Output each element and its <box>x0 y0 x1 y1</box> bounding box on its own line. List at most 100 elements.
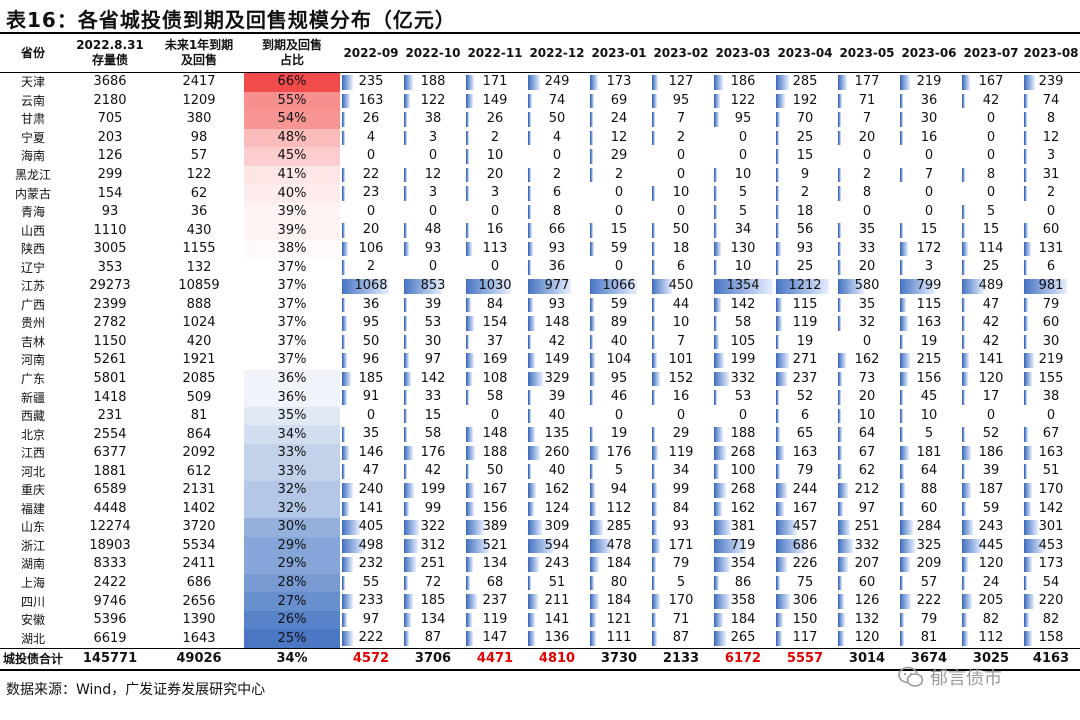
month-value: 93 <box>672 519 690 535</box>
month-value: 135 <box>544 426 570 442</box>
month-cell: 35 <box>340 425 402 444</box>
stock-cell: 9746 <box>93 593 127 609</box>
data-bar <box>1024 483 1033 498</box>
data-bar <box>776 112 780 127</box>
month-value: 0 <box>738 129 748 145</box>
month-value: 1030 <box>478 278 512 294</box>
month-value: 16 <box>920 129 938 145</box>
databar-cell: 0 <box>464 258 526 277</box>
due-cell: 1390 <box>182 612 216 628</box>
databar-cell: 93 <box>774 240 836 259</box>
month-value: 10 <box>486 148 504 164</box>
due-cell: 132 <box>186 259 212 275</box>
month-cell: 8 <box>526 203 588 222</box>
databar-cell: 149 <box>464 92 526 111</box>
databar-cell: 25 <box>960 258 1022 277</box>
due-cell: 864 <box>186 426 212 442</box>
month-cell: 981 <box>1022 277 1080 296</box>
data-bar <box>1024 75 1036 90</box>
data-bar <box>714 445 727 461</box>
data-bar <box>776 260 779 276</box>
month-value: 244 <box>792 482 818 498</box>
databar-cell: 34 <box>712 221 774 240</box>
month-value: 3 <box>1046 148 1056 164</box>
databar-cell: 7 <box>836 110 898 129</box>
month-cell: 111 <box>588 629 650 648</box>
month-value: 33 <box>424 389 442 405</box>
data-bar <box>466 279 512 294</box>
month-value: 8 <box>1046 111 1056 127</box>
month-cell: 119 <box>464 611 526 630</box>
month-value: 86 <box>734 574 752 590</box>
month-value: 358 <box>730 593 756 609</box>
province-cell: 新疆 <box>20 390 45 405</box>
databar-cell: 51 <box>526 574 588 593</box>
source-note: 数据来源：Wind，广发证券发展研究中心 <box>6 682 266 698</box>
data-bar <box>1024 464 1028 480</box>
data-bar <box>466 612 473 628</box>
databar-cell: 163 <box>898 314 960 333</box>
data-bar <box>528 371 544 387</box>
month-value: 405 <box>358 519 384 535</box>
month-value: 50 <box>548 111 566 127</box>
due-cell: 1402 <box>182 500 216 516</box>
month-value: 38 <box>1042 389 1060 405</box>
month-cell: 82 <box>960 611 1022 630</box>
month-value: 73 <box>858 370 876 386</box>
month-cell: 132 <box>836 611 898 630</box>
month-cell: 34 <box>650 462 712 481</box>
month-cell: 173 <box>1022 555 1080 574</box>
month-cell: 0 <box>464 203 526 222</box>
total-month: 3025 <box>960 647 1022 671</box>
month-cell: 42 <box>402 462 464 481</box>
databar-cell: 173 <box>588 73 650 92</box>
databar-cell: 155 <box>1022 370 1080 389</box>
databar-cell: 112 <box>588 500 650 519</box>
total-ratio: 34% <box>244 647 340 671</box>
month-value: 0 <box>676 407 686 423</box>
month-cell: 114 <box>960 240 1022 259</box>
data-bar <box>962 557 969 572</box>
month-cell: 79 <box>650 555 712 574</box>
databar-cell: 74 <box>526 92 588 111</box>
data-bar <box>466 390 470 405</box>
data-bar <box>838 186 841 201</box>
ratio-cell: 32% <box>244 499 340 519</box>
databar-cell: 42 <box>402 462 464 481</box>
databar-cell: 12 <box>1022 129 1080 148</box>
databar-cell: 580 <box>836 277 898 296</box>
stock-cell: 705 <box>97 111 123 127</box>
data-bar <box>404 612 411 628</box>
month-value: 15 <box>920 222 938 238</box>
data-bar <box>652 575 655 591</box>
data-bar <box>962 223 965 238</box>
data-bar <box>404 130 407 146</box>
ratio-cell: 32% <box>244 481 340 500</box>
month-cell: 141 <box>960 351 1022 370</box>
month-value: 163 <box>1038 444 1064 460</box>
header-ratio: 到期及回售 占比 <box>261 38 322 67</box>
databar-cell: 66 <box>526 221 588 240</box>
databar-cell: 0 <box>836 147 898 166</box>
month-value: 3 <box>924 259 934 275</box>
month-value: 117 <box>792 630 818 646</box>
databar-cell: 167 <box>464 481 526 500</box>
databar-cell: 265 <box>712 629 774 648</box>
month-value: 0 <box>1046 203 1056 219</box>
month-value: 215 <box>916 352 942 368</box>
month-value: 97 <box>362 611 380 627</box>
month-cell: 70 <box>774 110 836 129</box>
stock-cell: 2180 <box>93 92 127 108</box>
month-value: 329 <box>544 370 570 386</box>
data-bar <box>900 260 903 276</box>
month-cell: 0 <box>402 203 464 222</box>
month-cell: 126 <box>836 592 898 611</box>
month-cell: 2 <box>650 129 712 148</box>
databar-cell: 171 <box>650 537 712 556</box>
month-cell: 115 <box>898 296 960 315</box>
month-cell: 108 <box>464 370 526 389</box>
databar-cell: 91 <box>340 388 402 407</box>
data-bar <box>466 594 478 609</box>
month-value: 22 <box>362 166 380 182</box>
due-cell: 36 <box>190 204 208 220</box>
